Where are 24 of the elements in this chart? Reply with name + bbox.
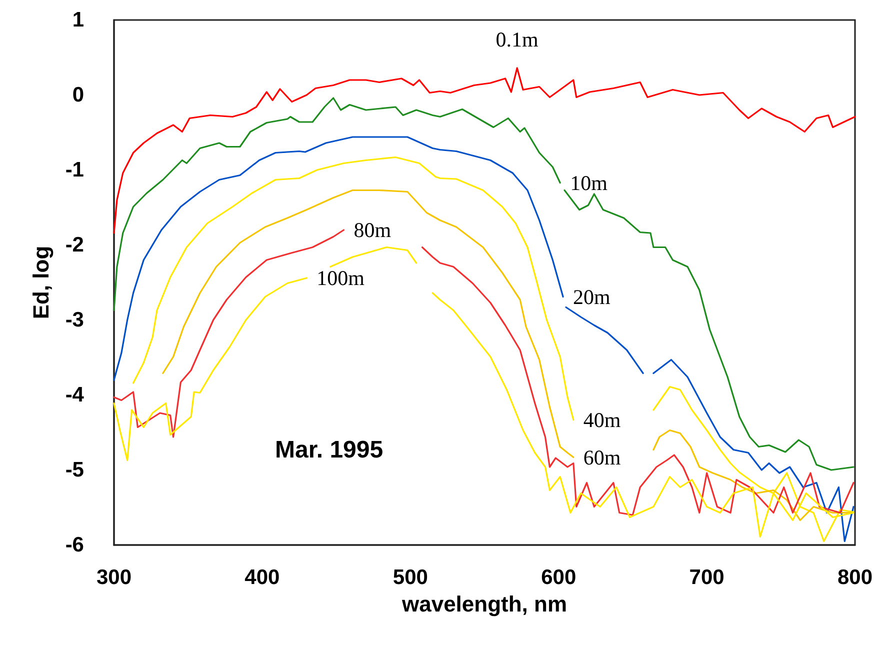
x-axis-title: wavelength, nm <box>400 592 568 616</box>
series-label: 60m <box>583 445 621 470</box>
x-tick-label: 700 <box>689 566 724 589</box>
series-label: 20m <box>573 284 610 309</box>
series-label: 0.1m <box>496 28 538 52</box>
y-tick-label: 0 <box>72 84 84 106</box>
y-tick-label: -6 <box>65 534 84 556</box>
series-label: 100m <box>316 266 365 290</box>
x-tick-label: 300 <box>96 566 132 589</box>
x-tick-label: 400 <box>244 566 280 589</box>
x-tick-label: 500 <box>392 566 428 589</box>
y-tick-label: -1 <box>65 158 84 182</box>
y-tick-label: -3 <box>65 308 84 332</box>
y-tick-label: 1 <box>72 8 84 32</box>
annotation: Mar. 1995 <box>275 436 384 464</box>
y-axis-title: Ed, log <box>28 246 54 320</box>
series-label: 40m <box>583 408 621 432</box>
series-label: 10m <box>570 170 608 195</box>
y-tick-label: -2 <box>65 234 84 256</box>
series-label: 80m <box>354 218 392 242</box>
y-tick-label: -4 <box>65 384 84 406</box>
x-tick-label: 600 <box>541 566 576 589</box>
x-tick-label: 800 <box>837 566 873 589</box>
y-tick-label: -5 <box>65 458 84 482</box>
